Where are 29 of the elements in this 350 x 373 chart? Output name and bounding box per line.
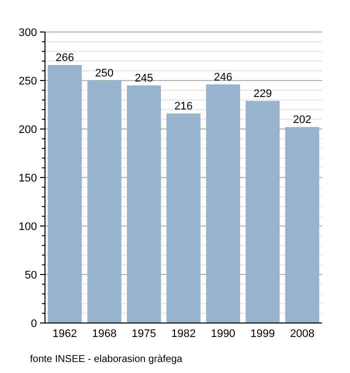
bar	[246, 100, 280, 323]
bar	[126, 85, 161, 323]
data-label: 245	[134, 72, 154, 84]
y-tick-label: 250	[18, 75, 37, 88]
bar	[285, 127, 320, 323]
data-label: 229	[253, 88, 272, 100]
x-tick-label: 1999	[250, 328, 275, 340]
y-tick-label: 0	[30, 318, 37, 330]
data-label: 216	[174, 100, 193, 112]
x-tick-label: 1962	[52, 328, 78, 340]
y-tick-label: 150	[18, 172, 37, 184]
x-tick-label: 2008	[290, 328, 314, 340]
x-tick-label: 1975	[132, 328, 156, 340]
bar	[87, 80, 122, 323]
bar	[48, 64, 82, 323]
source-note: fonte INSEE - elaborasion gràfega	[30, 354, 183, 365]
x-tick-label: 1968	[92, 328, 117, 340]
y-tick-label: 300	[18, 26, 37, 39]
y-tick-label: 100	[18, 220, 37, 233]
x-tick-label: 1990	[210, 328, 236, 340]
bar	[206, 84, 240, 323]
data-label: 266	[56, 52, 74, 64]
data-label: 250	[95, 68, 114, 80]
data-label: 246	[214, 71, 232, 84]
x-tick-label: 1982	[171, 328, 196, 340]
bar	[166, 113, 201, 323]
data-label: 202	[293, 114, 312, 126]
y-tick-label: 200	[18, 124, 37, 136]
y-tick-label: 50	[24, 269, 37, 282]
